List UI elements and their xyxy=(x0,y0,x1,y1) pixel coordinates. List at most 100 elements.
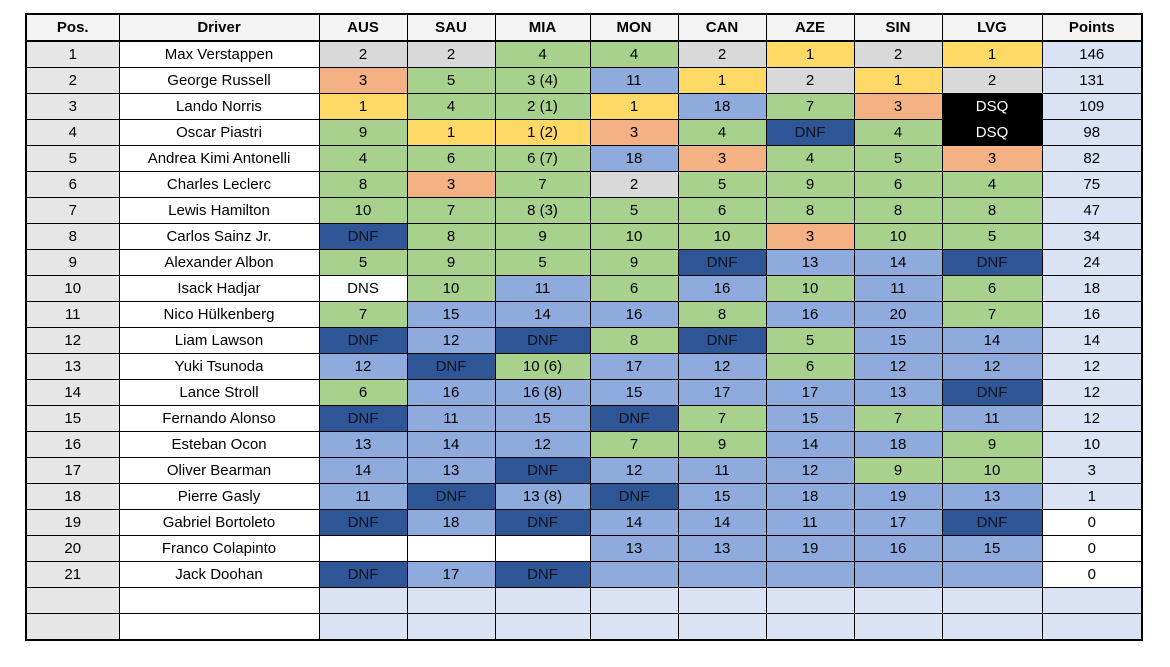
result-cell: 17 xyxy=(406,561,496,588)
result-cell: DSQ xyxy=(941,119,1043,146)
result-cell xyxy=(589,561,679,588)
result-cell: 7 xyxy=(318,301,408,328)
points-cell: 131 xyxy=(1041,67,1143,94)
pos-cell: 20 xyxy=(25,535,120,562)
driver-cell: Nico Hülkenberg xyxy=(118,301,320,328)
result-cell: 7 xyxy=(765,93,855,120)
result-cell: 5 xyxy=(406,67,496,94)
result-cell: DNF xyxy=(318,223,408,250)
result-cell xyxy=(406,535,496,562)
result-cell: 8 xyxy=(765,197,855,224)
result-cell: 14 xyxy=(853,249,943,276)
points-cell: 0 xyxy=(1041,509,1143,536)
driver-cell: Max Verstappen xyxy=(118,40,320,68)
result-cell: 5 xyxy=(765,327,855,354)
result-cell: DNF xyxy=(941,249,1043,276)
result-cell: DNF xyxy=(589,405,679,432)
table-row: 6 Charles Leclerc 8 3 7 2 5 9 6 4 75 xyxy=(25,171,1143,198)
result-cell: 1 (2) xyxy=(494,119,591,146)
pos-cell: 4 xyxy=(25,119,120,146)
pos-cell: 5 xyxy=(25,145,120,172)
result-cell: DNF xyxy=(677,327,767,354)
result-cell: 4 xyxy=(406,93,496,120)
result-cell: 10 xyxy=(677,223,767,250)
result-cell: 8 xyxy=(677,301,767,328)
result-cell: 6 xyxy=(677,197,767,224)
pos-cell: 2 xyxy=(25,67,120,94)
result-cell: 1 xyxy=(406,119,496,146)
points-cell: 146 xyxy=(1041,40,1143,68)
result-cell xyxy=(941,587,1043,614)
column-header: LVG xyxy=(941,13,1043,42)
result-cell xyxy=(853,613,943,641)
result-cell: DNF xyxy=(941,509,1043,536)
table-row: 5 Andrea Kimi Antonelli 4 6 6 (7) 18 3 4 5 3 82 xyxy=(25,145,1143,172)
result-cell: 7 xyxy=(589,431,679,458)
driver-cell: Oscar Piastri xyxy=(118,119,320,146)
result-cell: 7 xyxy=(406,197,496,224)
table-row: 7 Lewis Hamilton 10 7 8 (3) 5 6 8 8 8 47 xyxy=(25,197,1143,224)
result-cell: 13 xyxy=(941,483,1043,510)
result-cell: 9 xyxy=(853,457,943,484)
result-cell: 16 xyxy=(765,301,855,328)
table-row: 14 Lance Stroll 6 16 16 (8) 15 17 17 13 DNF 12 xyxy=(25,379,1143,406)
table-row: 12 Liam Lawson DNF 12 DNF 8 DNF 5 15 14 14 xyxy=(25,327,1143,354)
result-cell: 6 xyxy=(406,145,496,172)
points-cell xyxy=(1041,587,1143,614)
driver-cell: Alexander Albon xyxy=(118,249,320,276)
result-cell: 9 xyxy=(765,171,855,198)
result-cell: DNF xyxy=(494,509,591,536)
result-cell xyxy=(406,613,496,641)
pos-cell: 15 xyxy=(25,405,120,432)
result-cell: 11 xyxy=(589,67,679,94)
result-cell: DNF xyxy=(318,509,408,536)
result-cell: 17 xyxy=(765,379,855,406)
driver-cell: Esteban Ocon xyxy=(118,431,320,458)
result-cell xyxy=(318,535,408,562)
result-cell: 12 xyxy=(941,353,1043,380)
result-cell: 17 xyxy=(853,509,943,536)
points-cell xyxy=(1041,613,1143,641)
table-row: 10 Isack Hadjar DNS 10 11 6 16 10 11 6 18 xyxy=(25,275,1143,302)
result-cell: 14 xyxy=(406,431,496,458)
result-cell: 11 xyxy=(494,275,591,302)
result-cell: 15 xyxy=(589,379,679,406)
result-cell: 14 xyxy=(494,301,591,328)
points-cell: 12 xyxy=(1041,353,1143,380)
result-cell: 13 xyxy=(853,379,943,406)
result-cell: 15 xyxy=(677,483,767,510)
points-cell: 14 xyxy=(1041,327,1143,354)
table-row: 21 Jack Doohan DNF 17 DNF 0 xyxy=(25,561,1143,588)
points-cell: 16 xyxy=(1041,301,1143,328)
result-cell: 3 xyxy=(406,171,496,198)
result-cell: 3 xyxy=(941,145,1043,172)
table-row: 19 Gabriel Bortoleto DNF 18 DNF 14 14 11 17 DNF 0 xyxy=(25,509,1143,536)
result-cell: 12 xyxy=(406,327,496,354)
result-cell: DNF xyxy=(765,119,855,146)
result-cell: 12 xyxy=(494,431,591,458)
result-cell: 4 xyxy=(494,40,591,68)
result-cell: 9 xyxy=(318,119,408,146)
driver-cell: Franco Colapinto xyxy=(118,535,320,562)
column-header: CAN xyxy=(677,13,767,42)
result-cell: 2 (1) xyxy=(494,93,591,120)
result-cell: 15 xyxy=(941,535,1043,562)
result-cell xyxy=(765,613,855,641)
driver-cell: Lewis Hamilton xyxy=(118,197,320,224)
pos-cell: 12 xyxy=(25,327,120,354)
result-cell: 7 xyxy=(853,405,943,432)
result-cell xyxy=(406,587,496,614)
points-cell: 98 xyxy=(1041,119,1143,146)
driver-cell: Lando Norris xyxy=(118,93,320,120)
result-cell: 8 xyxy=(941,197,1043,224)
result-cell: 12 xyxy=(853,353,943,380)
pos-cell: 1 xyxy=(25,40,120,68)
pos-cell: 18 xyxy=(25,483,120,510)
result-cell: 8 xyxy=(406,223,496,250)
driver-cell xyxy=(118,613,320,641)
points-cell: 0 xyxy=(1041,535,1143,562)
column-header: SIN xyxy=(853,13,943,42)
result-cell: 9 xyxy=(677,431,767,458)
result-cell: 11 xyxy=(941,405,1043,432)
